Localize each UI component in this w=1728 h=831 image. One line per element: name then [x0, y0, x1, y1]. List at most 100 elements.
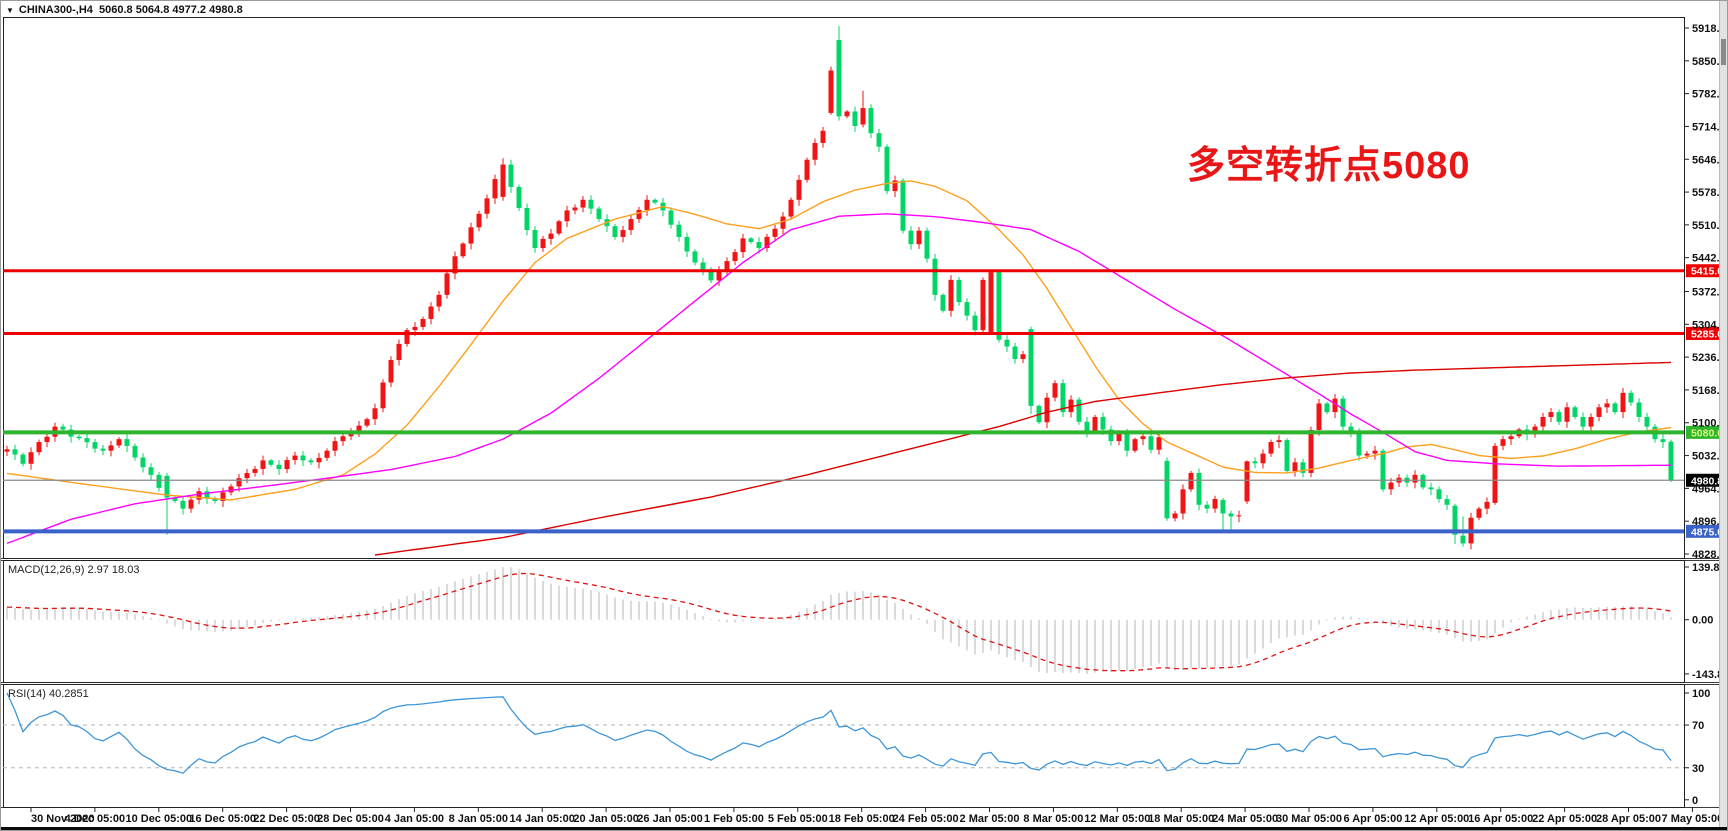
candle-body — [325, 451, 330, 458]
time-tick-label: 4 Jan 05:00 — [385, 813, 444, 825]
candle-body — [389, 360, 394, 382]
candle-body — [1165, 461, 1170, 518]
candle-body — [77, 437, 82, 439]
candle-body — [1141, 436, 1146, 439]
candle-body — [397, 344, 402, 360]
candle-body — [1325, 403, 1330, 412]
time-tick-label: 10 Dec 05:00 — [125, 813, 192, 825]
candle-body — [533, 230, 538, 248]
chart-canvas[interactable]: 5415.05285.05080.04875.04980.85918.05850… — [1, 1, 1728, 831]
candle-body — [1549, 412, 1554, 417]
candle-body — [1565, 407, 1570, 421]
candle-body — [1085, 422, 1090, 432]
candle-body — [253, 469, 258, 473]
candle-body — [629, 219, 634, 230]
time-tick-label: 30 Mar 05:00 — [1276, 813, 1342, 825]
candle-body — [917, 231, 922, 245]
annotation-text: 多空转折点5080 — [1187, 134, 1471, 189]
time-tick-label: 14 Jan 05:00 — [509, 813, 574, 825]
candle-body — [541, 239, 546, 248]
candle-body — [805, 160, 810, 180]
candle-body — [141, 457, 146, 467]
candle-body — [333, 441, 338, 451]
candle-body — [965, 302, 970, 316]
time-tick-label: 18 Mar 05:00 — [1148, 813, 1214, 825]
candle-body — [1149, 436, 1154, 450]
candle-body — [189, 500, 194, 509]
candle-body — [573, 208, 578, 211]
time-tick-label: 24 Mar 05:00 — [1212, 813, 1278, 825]
candle-body — [1613, 403, 1618, 412]
time-tick-label: 4 Dec 05:00 — [65, 813, 126, 825]
candle-body — [93, 442, 98, 448]
candle-body — [13, 449, 18, 454]
candle-body — [21, 455, 26, 464]
candle-body — [957, 280, 962, 302]
candle-body — [1293, 462, 1298, 471]
candle-body — [1341, 399, 1346, 427]
candle-body — [701, 263, 706, 270]
time-tick-label: 6 Apr 05:00 — [1343, 813, 1402, 825]
candle-body — [157, 475, 162, 488]
candle-body — [741, 238, 746, 252]
time-tick-label: 8 Mar 05:00 — [1023, 813, 1083, 825]
time-tick-label: 12 Mar 05:00 — [1084, 813, 1150, 825]
candle-body — [685, 237, 690, 252]
candle-body — [269, 460, 274, 464]
candle-body — [1605, 403, 1610, 407]
scrollbar-thumb[interactable] — [1721, 39, 1726, 65]
candle-body — [1013, 346, 1018, 359]
candle-body — [1501, 439, 1506, 446]
candle-body — [29, 452, 34, 464]
candle-body — [853, 111, 858, 125]
rsi-axis-label: 100 — [1692, 688, 1710, 700]
candle-body — [1133, 439, 1138, 451]
time-tick-label: 1 Feb 05:00 — [704, 813, 764, 825]
candle-body — [1485, 502, 1490, 509]
trading-chart-window: 5415.05285.05080.04875.04980.85918.05850… — [0, 0, 1728, 831]
rsi-panel-border — [4, 685, 1685, 808]
candle-body — [237, 478, 242, 486]
candle-body — [293, 456, 298, 460]
candle-body — [477, 214, 482, 228]
candle-body — [1429, 487, 1434, 489]
candle-body — [1277, 440, 1282, 442]
candle-body — [637, 210, 642, 219]
candle-body — [5, 449, 10, 451]
candle-body — [1021, 354, 1026, 359]
candle-body — [821, 131, 826, 143]
scrollbar[interactable] — [1719, 1, 1727, 827]
candle-body — [677, 225, 682, 237]
candle-body — [1237, 515, 1242, 516]
candle-body — [973, 316, 978, 330]
candle-body — [117, 439, 122, 445]
candle-body — [757, 242, 762, 248]
candle-body — [1381, 451, 1386, 490]
candle-body — [1093, 417, 1098, 431]
chevron-down-icon[interactable]: ▼ — [6, 6, 14, 15]
candle-body — [413, 327, 418, 330]
rsi-axis-label: 0 — [1692, 795, 1698, 807]
candle-body — [1573, 407, 1578, 417]
candle-body — [877, 133, 882, 147]
symbol-title[interactable]: ▼ CHINA300-,H4 5060.8 5064.8 4977.2 4980.… — [6, 4, 243, 16]
candle-body — [309, 460, 314, 462]
candle-body — [1245, 461, 1250, 501]
time-tick-label: 28 Dec 05:00 — [317, 813, 384, 825]
candle-body — [437, 295, 442, 307]
candle-body — [1125, 433, 1130, 450]
candle-body — [597, 209, 602, 219]
candle-body — [949, 280, 954, 311]
candle-body — [1597, 407, 1602, 417]
candle-body — [181, 501, 186, 509]
rsi-axis-label: 70 — [1692, 720, 1704, 732]
symbol-ohlc-text: CHINA300-,H4 5060.8 5064.8 4977.2 4980.8 — [19, 4, 243, 16]
candle-body — [421, 319, 426, 327]
candle-body — [1389, 483, 1394, 490]
candle-body — [1077, 400, 1082, 422]
candle-body — [749, 238, 754, 242]
candle-body — [1477, 509, 1482, 518]
candle-body — [1309, 430, 1314, 473]
candle-body — [61, 427, 66, 430]
candle-body — [109, 445, 114, 450]
